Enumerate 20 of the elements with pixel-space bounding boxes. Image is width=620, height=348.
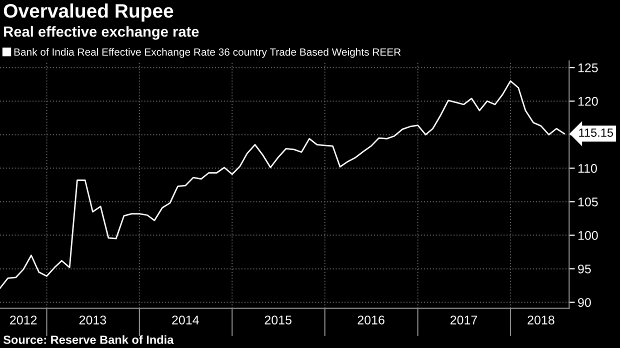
chart-subtitle: Real effective exchange rate [4, 26, 199, 40]
x-tick-label: 2018 [528, 316, 554, 324]
x-tick-label: 2012 [10, 316, 37, 324]
x-tick-label: 2016 [358, 316, 384, 324]
annotation: 115.15 [579, 128, 614, 137]
legend-label: Bank of India Real Effective Exchange Rate 36 country Trade Based Weights REER [14, 48, 401, 58]
x-tick-label: 2013 [79, 316, 106, 324]
y-tick-label: 95 [578, 264, 591, 274]
y-tick-label: 120 [578, 96, 598, 106]
x-tick-label: 2017 [450, 316, 478, 324]
x-tick-label: 2015 [264, 316, 292, 324]
y-tick-label: 90 [578, 298, 591, 307]
y-tick-label: 125 [578, 63, 598, 72]
y-tick-label: 110 [578, 164, 597, 173]
line-series [0, 80, 566, 289]
y-tick-label: 100 [578, 231, 598, 240]
x-tick-label: 2014 [172, 316, 199, 324]
y-tick-label: 105 [578, 198, 598, 206]
source-note: Source: Reserve Bank of India [3, 335, 174, 344]
chart-title: Overvalued Rupee [4, 3, 174, 22]
